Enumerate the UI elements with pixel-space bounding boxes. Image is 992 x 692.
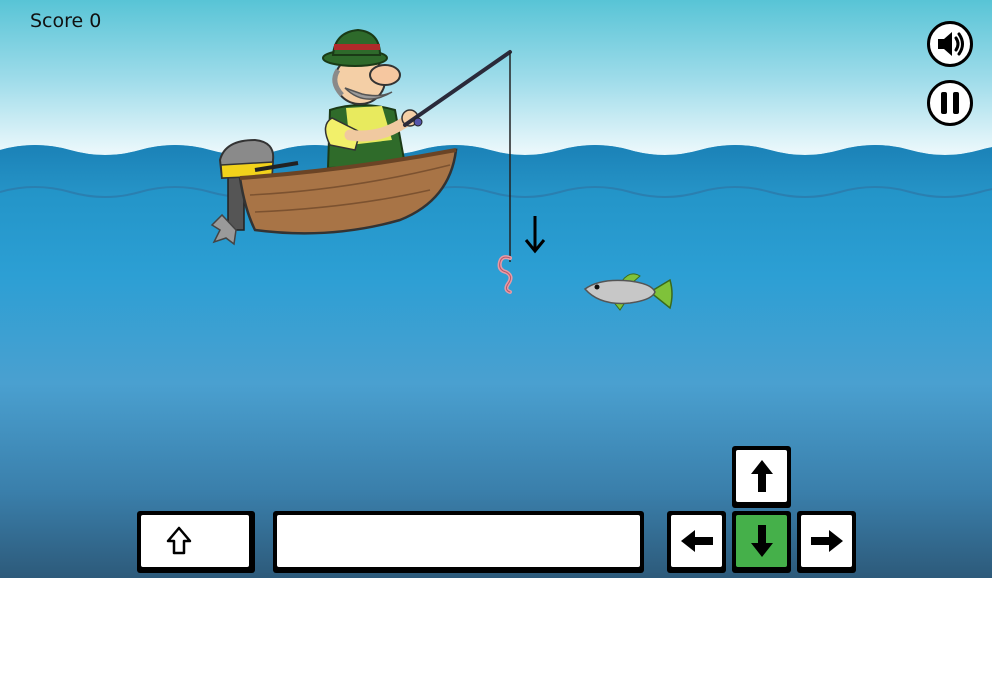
page-background <box>0 578 992 692</box>
game-canvas[interactable]: Score 0 <box>0 0 992 578</box>
arrow-up-icon <box>750 460 773 492</box>
pause-button[interactable] <box>927 80 973 126</box>
sound-toggle-button[interactable] <box>927 21 973 67</box>
score-label: Score <box>30 10 84 32</box>
right-key-face <box>801 515 852 567</box>
arrow-down-indicator-icon <box>524 216 546 254</box>
space-key-face <box>277 515 640 567</box>
arrow-right-icon <box>810 530 843 552</box>
fish <box>583 273 673 311</box>
speaker-icon <box>938 32 964 56</box>
down-key-face <box>736 515 787 567</box>
down-arrow-key-button[interactable] <box>732 511 791 573</box>
left-arrow-key-button[interactable] <box>667 511 726 573</box>
pause-icon <box>941 92 959 114</box>
up-key-face <box>736 450 787 502</box>
space-key-button[interactable] <box>273 511 644 573</box>
score-value: 0 <box>89 10 102 32</box>
underwater-scene <box>0 28 992 578</box>
arrow-down-icon <box>750 525 773 557</box>
boat <box>238 148 458 235</box>
arrow-left-icon <box>680 530 713 552</box>
outboard-motor <box>210 138 299 246</box>
score-display: Score 0 <box>30 10 101 32</box>
wave-line <box>0 186 992 198</box>
right-arrow-key-button[interactable] <box>797 511 856 573</box>
shift-key-button[interactable] <box>137 511 255 573</box>
fisherman <box>322 28 512 170</box>
up-arrow-key-button[interactable] <box>732 446 791 508</box>
shift-arrow-icon <box>166 526 192 555</box>
left-key-face <box>671 515 722 567</box>
shift-key-face <box>141 515 249 567</box>
